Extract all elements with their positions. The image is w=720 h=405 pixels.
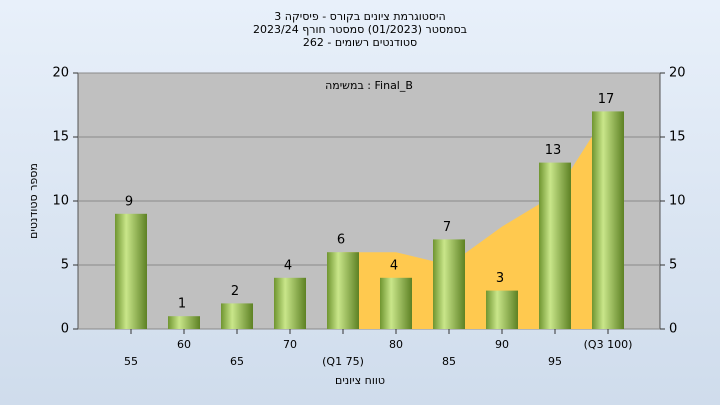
x-tick-label: 80 — [389, 338, 403, 351]
y-tick-label: 10 — [52, 194, 69, 209]
x-tick-label: (Q3 100) — [584, 338, 633, 351]
annotation: במשימה : Final_B — [325, 79, 413, 92]
value-label: 1 — [178, 297, 186, 312]
y2-tick-label: 5 — [669, 258, 677, 273]
x-tick-label: (Q1 75) — [322, 355, 364, 368]
x-tick-label: 60 — [177, 338, 191, 351]
x-axis-label: טווח ציונים — [335, 374, 385, 387]
y-tick-label: 0 — [61, 322, 69, 337]
x-tick-label: 85 — [442, 355, 456, 368]
y-tick-label: 20 — [52, 66, 69, 81]
bar — [592, 111, 624, 330]
bar — [486, 290, 518, 329]
bar — [380, 277, 412, 329]
bar — [539, 162, 571, 329]
value-label: 6 — [337, 233, 345, 248]
bar — [221, 303, 253, 329]
bar — [168, 316, 200, 329]
value-label: 4 — [390, 258, 398, 273]
x-tick-label: 90 — [495, 338, 509, 351]
value-label: 7 — [443, 220, 451, 235]
value-label: 9 — [125, 194, 133, 209]
bar — [433, 239, 465, 329]
y2-tick-label: 20 — [669, 66, 686, 81]
x-tick-label: 70 — [283, 338, 297, 351]
y2-tick-label: 10 — [669, 194, 686, 209]
y2-tick-label: 0 — [669, 322, 677, 337]
y2-tick-label: 15 — [669, 130, 686, 145]
x-tick-label: 55 — [124, 355, 138, 368]
value-label: 3 — [496, 271, 504, 286]
bar — [274, 277, 306, 329]
value-label: 13 — [545, 143, 562, 158]
bar — [115, 213, 147, 329]
value-label: 17 — [598, 92, 615, 107]
chart-subtitle: בסמסטר (01/2023) סמסטר חורף 2023/24 — [253, 23, 467, 36]
bar — [327, 252, 359, 329]
x-tick-label: 65 — [230, 355, 244, 368]
x-tick-label: 95 — [548, 355, 562, 368]
y-tick-label: 5 — [61, 258, 69, 273]
value-label: 2 — [231, 284, 239, 299]
chart-title: היסטוגרמת ציונים בקורס - פיסיקה 3 — [274, 10, 445, 23]
y-axis-label: מספר סטודנטים — [27, 163, 40, 239]
y-tick-label: 15 — [52, 130, 69, 145]
chart-subtitle: 262 - סטודנטים רשומים — [303, 36, 417, 49]
value-label: 4 — [284, 258, 292, 273]
